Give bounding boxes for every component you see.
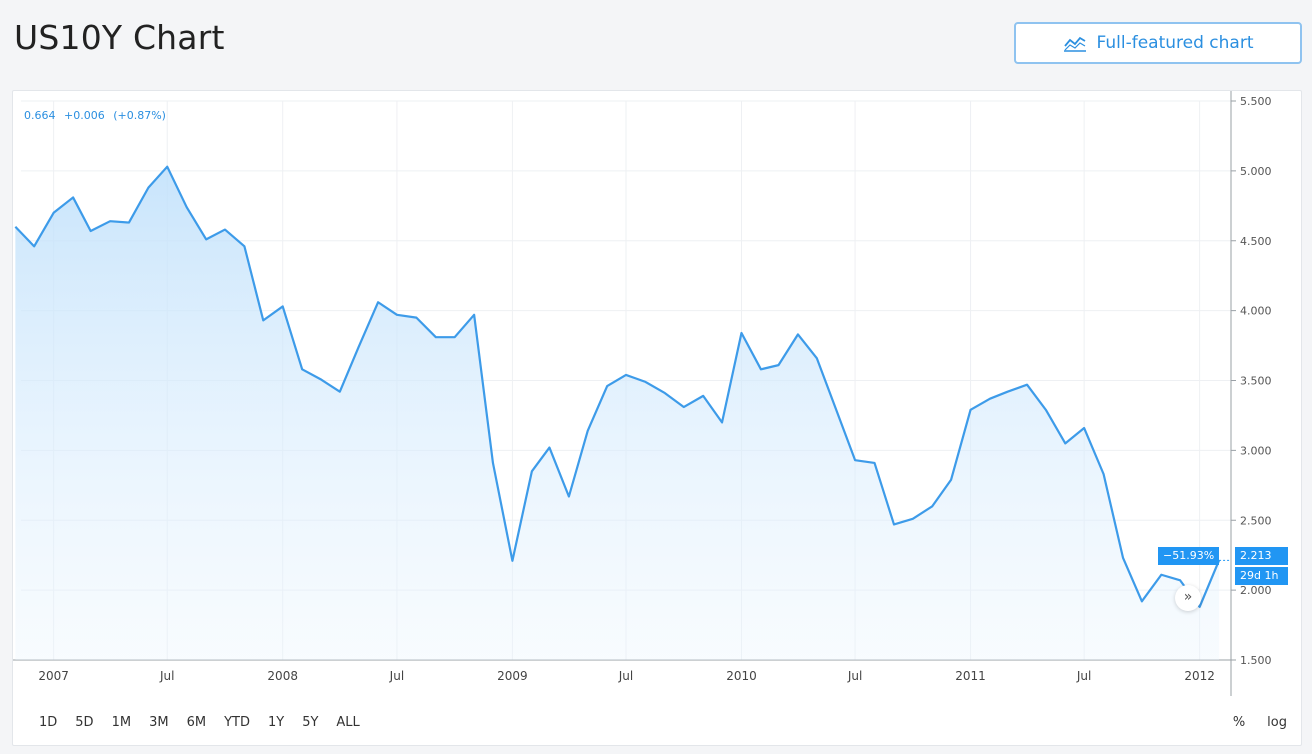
x-tick-label: 2011 xyxy=(955,669,986,683)
range-5d[interactable]: 5D xyxy=(75,715,94,730)
page-title: US10Y Chart xyxy=(14,18,225,57)
range-5y[interactable]: 5Y xyxy=(302,715,319,730)
range-3m[interactable]: 3M xyxy=(149,715,169,730)
range-selector: 1D 5D 1M 3M 6M YTD 1Y 5Y ALL xyxy=(39,715,378,730)
series-line xyxy=(14,165,1221,608)
full-featured-chart-button[interactable]: Full-featured chart xyxy=(1014,22,1302,64)
series-area xyxy=(15,166,1220,660)
chart-legend: 0.664 +0.006 (+0.87%) xyxy=(24,109,171,122)
x-tick-label: Jul xyxy=(847,669,862,683)
range-1y[interactable]: 1Y xyxy=(267,715,285,730)
y-tick-label: 4.000 xyxy=(1240,305,1272,318)
y-tick-label: 5.500 xyxy=(1240,95,1272,108)
percent-scale-toggle[interactable]: % xyxy=(1232,715,1246,730)
x-tick-label: 2010 xyxy=(726,669,757,683)
y-tick-label: 3.500 xyxy=(1240,375,1272,388)
y-tick-label: 3.000 xyxy=(1240,444,1272,457)
x-tick-label: 2009 xyxy=(497,669,528,683)
chart-panel: 1.500 2.000 2.500 3.000 3.500 4.000 4.500 5.000… xyxy=(12,90,1302,746)
y-tick-label: 1.500 xyxy=(1240,654,1272,667)
x-tick-label: Jul xyxy=(159,669,174,683)
countdown-badge: 29d 1h xyxy=(1235,567,1288,585)
y-tick-label: 2.500 xyxy=(1240,514,1272,527)
x-tick-label: 2012 xyxy=(1184,669,1215,683)
y-tick-label: 2.000 xyxy=(1240,584,1272,597)
legend-last-value: 0.664 xyxy=(24,109,56,122)
x-tick-label: 2007 xyxy=(38,669,69,683)
range-all[interactable]: ALL xyxy=(336,715,360,730)
double-chevron-right-icon[interactable]: » xyxy=(1175,585,1201,611)
y-tick-label: 4.500 xyxy=(1240,235,1272,248)
full-featured-chart-label: Full-featured chart xyxy=(1096,33,1254,53)
range-ytd[interactable]: YTD xyxy=(224,715,250,730)
chart-line-icon xyxy=(1063,36,1086,52)
x-tick-label: Jul xyxy=(389,669,404,683)
legend-change-pct: (+0.87%) xyxy=(113,109,166,122)
x-tick-label: Jul xyxy=(1076,669,1091,683)
chart-canvas[interactable]: 1.500 2.000 2.500 3.000 3.500 4.000 4.500 5.000… xyxy=(13,91,1303,696)
x-tick-label: Jul xyxy=(618,669,633,683)
x-tick-label: 2008 xyxy=(267,669,298,683)
legend-change: +0.006 xyxy=(64,109,105,122)
y-tick-label: 5.000 xyxy=(1240,165,1272,178)
log-scale-toggle[interactable]: log xyxy=(1267,715,1287,730)
range-1d[interactable]: 1D xyxy=(39,715,58,730)
scale-options: % log xyxy=(1233,715,1287,730)
range-1m[interactable]: 1M xyxy=(111,715,132,730)
range-6m[interactable]: 6M xyxy=(186,715,207,730)
pct-change-badge: −51.93% xyxy=(1158,547,1220,565)
price-badge: 2.213 xyxy=(1235,547,1288,565)
